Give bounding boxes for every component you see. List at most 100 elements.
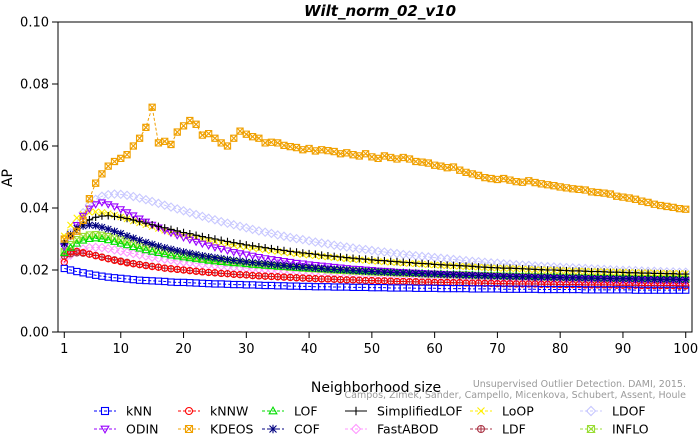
data-point [223,258,232,266]
data-point [122,190,132,201]
data-point [210,256,220,265]
data-point [537,265,546,274]
data-point [286,262,294,270]
data-point [405,269,414,277]
data-point [192,231,200,239]
data-point [594,274,602,283]
data-point [669,275,677,284]
data-point [437,261,445,269]
data-point [247,224,258,235]
data-point [393,269,401,277]
data-point [211,253,219,262]
data-point [449,270,458,279]
data-point [348,243,358,253]
data-point [211,134,219,142]
data-point [361,267,370,275]
data-point [129,234,138,242]
data-point [612,274,621,283]
data-point [556,183,564,191]
data-point [355,152,363,160]
data-point [154,222,163,231]
data-point [518,273,527,281]
data-point [185,207,195,218]
data-point [97,199,107,207]
data-point [60,235,68,243]
data-point [299,263,307,271]
data-point [204,256,214,264]
data-point [462,271,470,279]
data-point [341,242,352,252]
data-point [198,252,207,260]
data-point [499,272,508,280]
data-point [656,269,665,278]
data-point [317,264,326,273]
data-point [556,266,564,275]
data-point [305,249,313,258]
data-point [355,267,364,275]
data-point [349,151,357,159]
data-point [638,275,646,283]
data-point [122,209,132,217]
data-point [305,144,313,153]
data-point [343,266,351,274]
data-point [223,237,232,246]
data-point [100,425,110,434]
legend-item-loop: LoOP [470,404,534,419]
data-point [160,249,170,258]
data-point [393,257,401,266]
data-point [191,238,201,247]
data-point [230,256,238,265]
data-point [456,271,464,279]
data-point [324,147,332,155]
data-point [172,251,182,260]
data-point [223,255,232,264]
data-point [117,213,125,222]
data-point [153,198,164,209]
data-point [229,248,239,257]
data-point [104,162,112,170]
data-point [360,244,371,255]
data-point [223,142,232,150]
data-point [285,258,295,267]
data-point [109,245,120,255]
data-point [305,263,313,272]
data-point [474,171,483,180]
data-point [85,205,94,214]
credit-line-2: Unsupervised Outlier Detection. DAMI, 20… [473,379,686,390]
x-axis: 1 10 20 30 40 50 60 70 80 90 100 [60,332,698,357]
data-point [443,164,451,172]
data-point [385,248,396,258]
legend-label: LDF [502,422,526,435]
data-point [85,195,94,203]
data-point [241,251,251,260]
data-point [78,236,88,244]
data-point [399,258,407,266]
data-point [110,203,119,211]
data-point [142,123,150,132]
data-point [267,260,276,269]
data-point [424,159,433,167]
series-knnw [60,247,690,290]
data-point [91,213,100,222]
data-point [468,170,476,178]
data-point [631,275,640,283]
data-point [304,236,314,246]
data-point [355,255,364,263]
data-point [128,242,138,251]
data-point [123,232,131,240]
data-point [135,244,144,252]
data-point [261,243,269,252]
data-point [115,246,126,256]
data-point [682,205,690,213]
legend-item-inflo: INFLO [580,422,649,437]
data-point [330,265,338,274]
data-point [619,274,627,283]
data-point [166,202,176,212]
data-point [373,246,383,257]
data-point [493,175,502,184]
data-point [418,259,426,268]
x-tick-label: 60 [426,342,443,357]
data-point [606,268,615,276]
data-point [260,227,270,237]
data-point [600,274,608,283]
